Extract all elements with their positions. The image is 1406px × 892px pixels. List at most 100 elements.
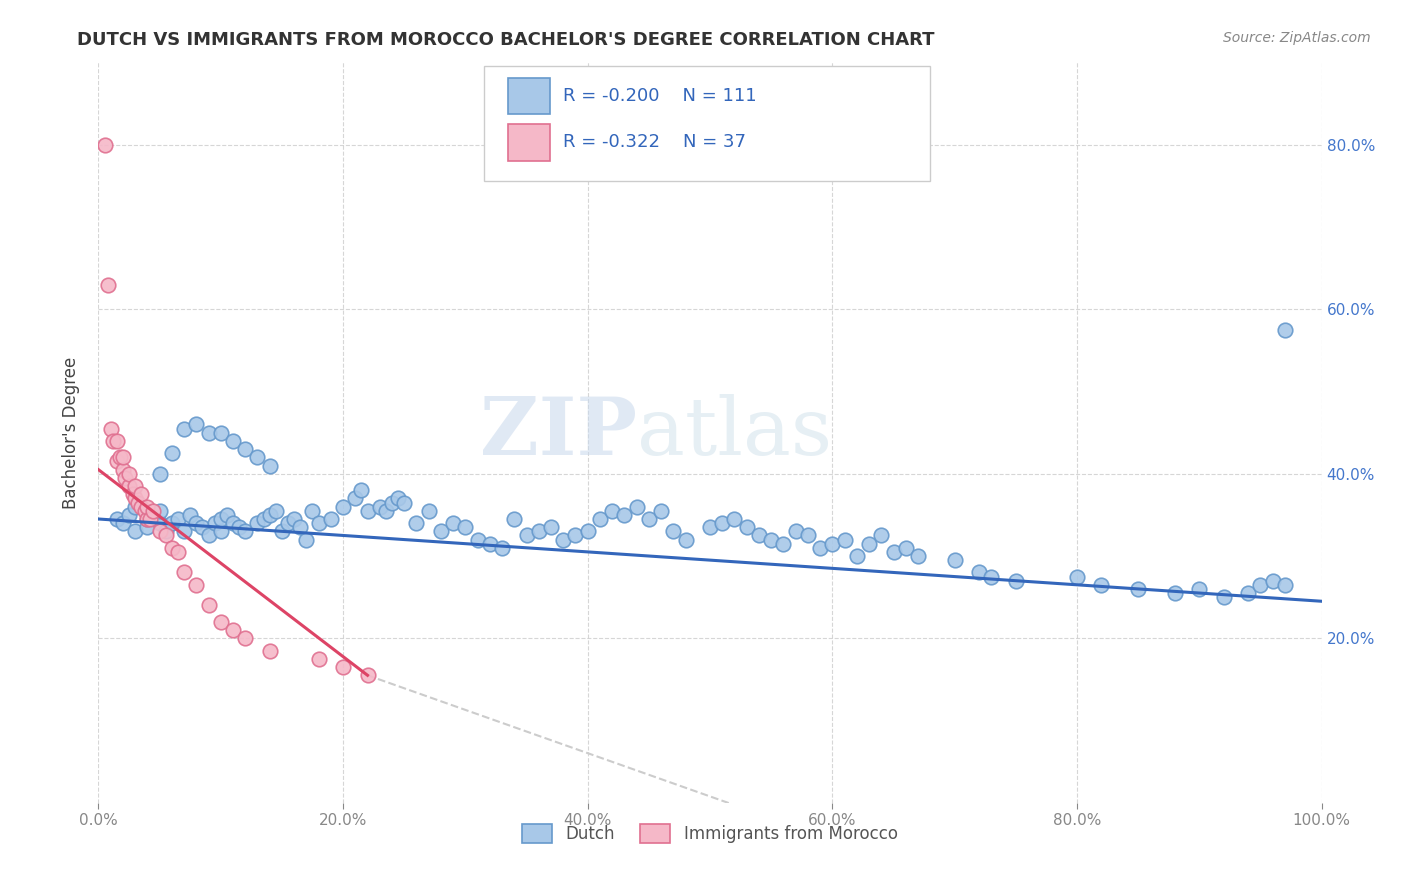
Point bbox=[209, 512, 232, 526]
Point bbox=[356, 504, 378, 518]
Point bbox=[101, 434, 124, 448]
Point bbox=[179, 508, 201, 522]
Point bbox=[711, 516, 734, 530]
Point bbox=[332, 500, 354, 514]
Point bbox=[808, 541, 831, 555]
Point bbox=[515, 528, 537, 542]
Point bbox=[967, 566, 990, 580]
Point bbox=[332, 660, 354, 674]
FancyBboxPatch shape bbox=[484, 66, 931, 181]
Point bbox=[894, 541, 917, 555]
Point bbox=[246, 516, 269, 530]
Point bbox=[197, 528, 219, 542]
Point bbox=[197, 599, 219, 613]
Point bbox=[129, 500, 152, 514]
Point bbox=[1128, 582, 1150, 596]
Point bbox=[1164, 586, 1187, 600]
Point bbox=[1090, 578, 1112, 592]
Point bbox=[626, 500, 648, 514]
Point bbox=[675, 533, 697, 547]
Point bbox=[699, 520, 721, 534]
Point bbox=[124, 479, 146, 493]
Text: atlas: atlas bbox=[637, 393, 832, 472]
Point bbox=[129, 487, 152, 501]
Point bbox=[233, 442, 256, 456]
Point bbox=[637, 512, 661, 526]
Point bbox=[186, 417, 208, 432]
Point bbox=[270, 524, 294, 539]
Point bbox=[650, 504, 672, 518]
Point bbox=[222, 434, 245, 448]
Point bbox=[1188, 582, 1211, 596]
Point bbox=[97, 277, 120, 292]
Point bbox=[576, 524, 599, 539]
Point bbox=[149, 524, 172, 539]
Point bbox=[100, 421, 122, 435]
Text: Source: ZipAtlas.com: Source: ZipAtlas.com bbox=[1223, 31, 1371, 45]
Point bbox=[191, 520, 214, 534]
Point bbox=[111, 462, 134, 476]
Point bbox=[907, 549, 929, 563]
Point bbox=[503, 512, 526, 526]
Point bbox=[222, 516, 245, 530]
Point bbox=[301, 504, 323, 518]
Point bbox=[858, 536, 880, 550]
Point bbox=[93, 137, 115, 152]
Point bbox=[186, 578, 208, 592]
Point bbox=[105, 454, 128, 468]
Point bbox=[553, 533, 575, 547]
Point bbox=[160, 446, 183, 460]
FancyBboxPatch shape bbox=[508, 78, 550, 114]
Point bbox=[136, 500, 159, 514]
Point bbox=[381, 495, 404, 509]
Point bbox=[392, 495, 416, 509]
Point bbox=[134, 504, 156, 518]
Point bbox=[233, 524, 256, 539]
Point bbox=[368, 500, 391, 514]
Point bbox=[723, 512, 745, 526]
Point bbox=[155, 528, 177, 542]
Point bbox=[228, 520, 250, 534]
Legend: Dutch, Immigrants from Morocco: Dutch, Immigrants from Morocco bbox=[516, 817, 904, 850]
Point bbox=[149, 516, 172, 530]
Point bbox=[118, 508, 141, 522]
Point bbox=[233, 632, 256, 646]
Point bbox=[118, 467, 141, 481]
Point bbox=[136, 520, 159, 534]
Point bbox=[308, 652, 330, 666]
Point bbox=[834, 533, 856, 547]
Point bbox=[111, 516, 134, 530]
Point bbox=[883, 545, 905, 559]
Point bbox=[943, 553, 966, 567]
Point bbox=[204, 516, 226, 530]
Point bbox=[1274, 323, 1296, 337]
Point bbox=[387, 491, 409, 506]
Point bbox=[564, 528, 586, 542]
Point bbox=[785, 524, 807, 539]
Point bbox=[491, 541, 513, 555]
Point bbox=[105, 434, 128, 448]
Point bbox=[121, 487, 143, 501]
Point bbox=[356, 668, 378, 682]
Point bbox=[772, 536, 794, 550]
Point bbox=[197, 425, 219, 440]
Point bbox=[167, 512, 190, 526]
Point bbox=[167, 545, 190, 559]
Point bbox=[478, 536, 501, 550]
Point bbox=[136, 512, 159, 526]
Point bbox=[540, 520, 562, 534]
Point bbox=[418, 504, 440, 518]
Point bbox=[209, 524, 232, 539]
Point bbox=[600, 504, 623, 518]
Point bbox=[124, 500, 146, 514]
Text: DUTCH VS IMMIGRANTS FROM MOROCCO BACHELOR'S DEGREE CORRELATION CHART: DUTCH VS IMMIGRANTS FROM MOROCCO BACHELO… bbox=[77, 31, 935, 49]
Point bbox=[1261, 574, 1284, 588]
Point bbox=[139, 512, 162, 526]
Point bbox=[110, 450, 132, 465]
Text: R = -0.200    N = 111: R = -0.200 N = 111 bbox=[564, 87, 756, 104]
Point bbox=[264, 504, 287, 518]
Point bbox=[308, 516, 330, 530]
Point bbox=[527, 524, 550, 539]
Point bbox=[209, 425, 232, 440]
Point bbox=[290, 520, 312, 534]
